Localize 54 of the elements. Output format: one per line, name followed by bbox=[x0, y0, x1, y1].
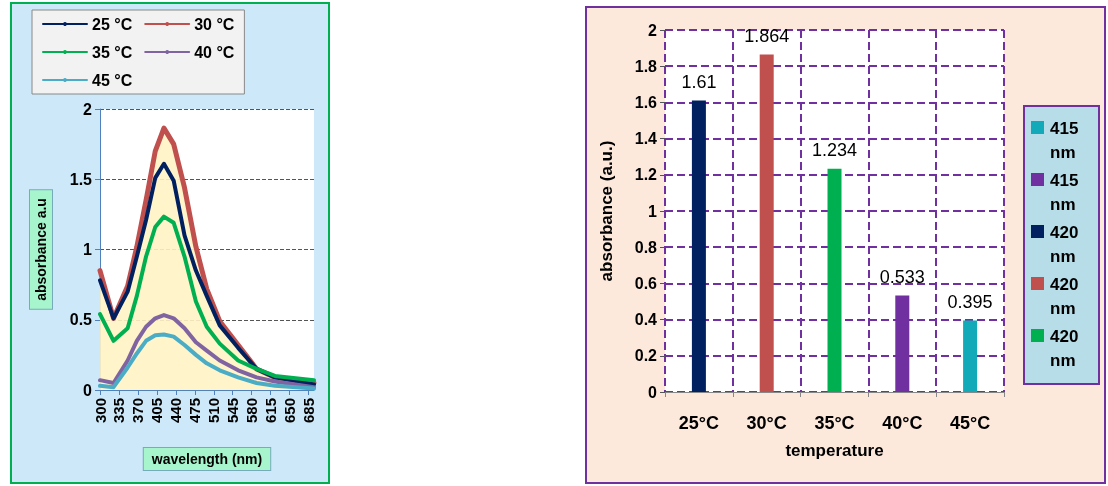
y-tick-label: 1.6 bbox=[634, 93, 658, 111]
x-tick-label: 615 bbox=[262, 398, 280, 424]
y-tick-label: 1.8 bbox=[634, 57, 658, 75]
y-axis-title: absorbance a.u bbox=[33, 198, 49, 301]
x-tick-label: 650 bbox=[281, 398, 299, 424]
x-tick-label: 30°C bbox=[746, 413, 787, 433]
legend-label: 35 °C bbox=[92, 43, 133, 61]
legend-label: 415 nm bbox=[1050, 170, 1080, 216]
x-tick-label: 545 bbox=[224, 398, 242, 424]
legend-label: 45 °C bbox=[92, 71, 133, 89]
data-label: 1.864 bbox=[744, 25, 790, 46]
y-tick-label: 1 bbox=[648, 202, 658, 220]
x-tick-label: 370 bbox=[129, 398, 147, 424]
y-tick-label: 0 bbox=[648, 383, 658, 401]
x-axis-title: temperature bbox=[785, 441, 884, 460]
x-tick-label: 45°C bbox=[949, 413, 991, 433]
legend-label: 40 °C bbox=[194, 43, 235, 61]
x-tick-label: 300 bbox=[91, 398, 109, 424]
line-series bbox=[98, 161, 316, 387]
y-tick-label: 1.4 bbox=[634, 130, 658, 148]
y-tick-label: 0.6 bbox=[634, 274, 658, 292]
x-tick-label: 25°C bbox=[678, 413, 720, 433]
x-tick-label: 440 bbox=[167, 398, 185, 424]
y-tick-label: 0.8 bbox=[634, 238, 658, 256]
x-tick-label: 510 bbox=[205, 398, 223, 424]
legend-label: 420 nm bbox=[1050, 326, 1080, 372]
legend-label: 420 nm bbox=[1050, 274, 1080, 320]
data-label: 1.234 bbox=[811, 139, 858, 160]
y-tick-label: 1.2 bbox=[634, 166, 658, 184]
legend-label: 415 nm bbox=[1050, 118, 1080, 164]
x-tick-label: 405 bbox=[148, 398, 166, 424]
legend-label: 30 °C bbox=[194, 15, 235, 33]
x-tick-label: 475 bbox=[186, 398, 204, 424]
y-tick-label: 2 bbox=[648, 21, 658, 39]
data-label: 1.61 bbox=[681, 71, 717, 92]
line-series bbox=[98, 214, 316, 383]
legend-label: 25 °C bbox=[92, 15, 133, 33]
y-axis-title: absorbance (a.u.) bbox=[597, 140, 616, 282]
x-tick-label: 580 bbox=[243, 398, 261, 424]
data-label: 0.395 bbox=[947, 291, 993, 312]
y-tick-label: 0 bbox=[83, 381, 93, 399]
x-tick-label: 335 bbox=[110, 398, 128, 424]
y-tick-label: 0.2 bbox=[634, 347, 658, 365]
y-tick-label: 1 bbox=[83, 241, 93, 258]
x-tick-label: 40°C bbox=[882, 413, 923, 433]
y-tick-label: 0.5 bbox=[69, 311, 93, 329]
x-tick-label: 685 bbox=[300, 398, 318, 424]
x-tick-label: 35°C bbox=[814, 413, 855, 433]
data-label: 0.533 bbox=[879, 266, 925, 287]
legend-label: 420 nm bbox=[1050, 222, 1080, 268]
y-tick-label: 0.4 bbox=[634, 311, 658, 329]
y-tick-label: 1.5 bbox=[69, 170, 93, 188]
x-axis-title: wavelength (nm) bbox=[150, 451, 263, 467]
y-tick-label: 2 bbox=[83, 100, 93, 118]
